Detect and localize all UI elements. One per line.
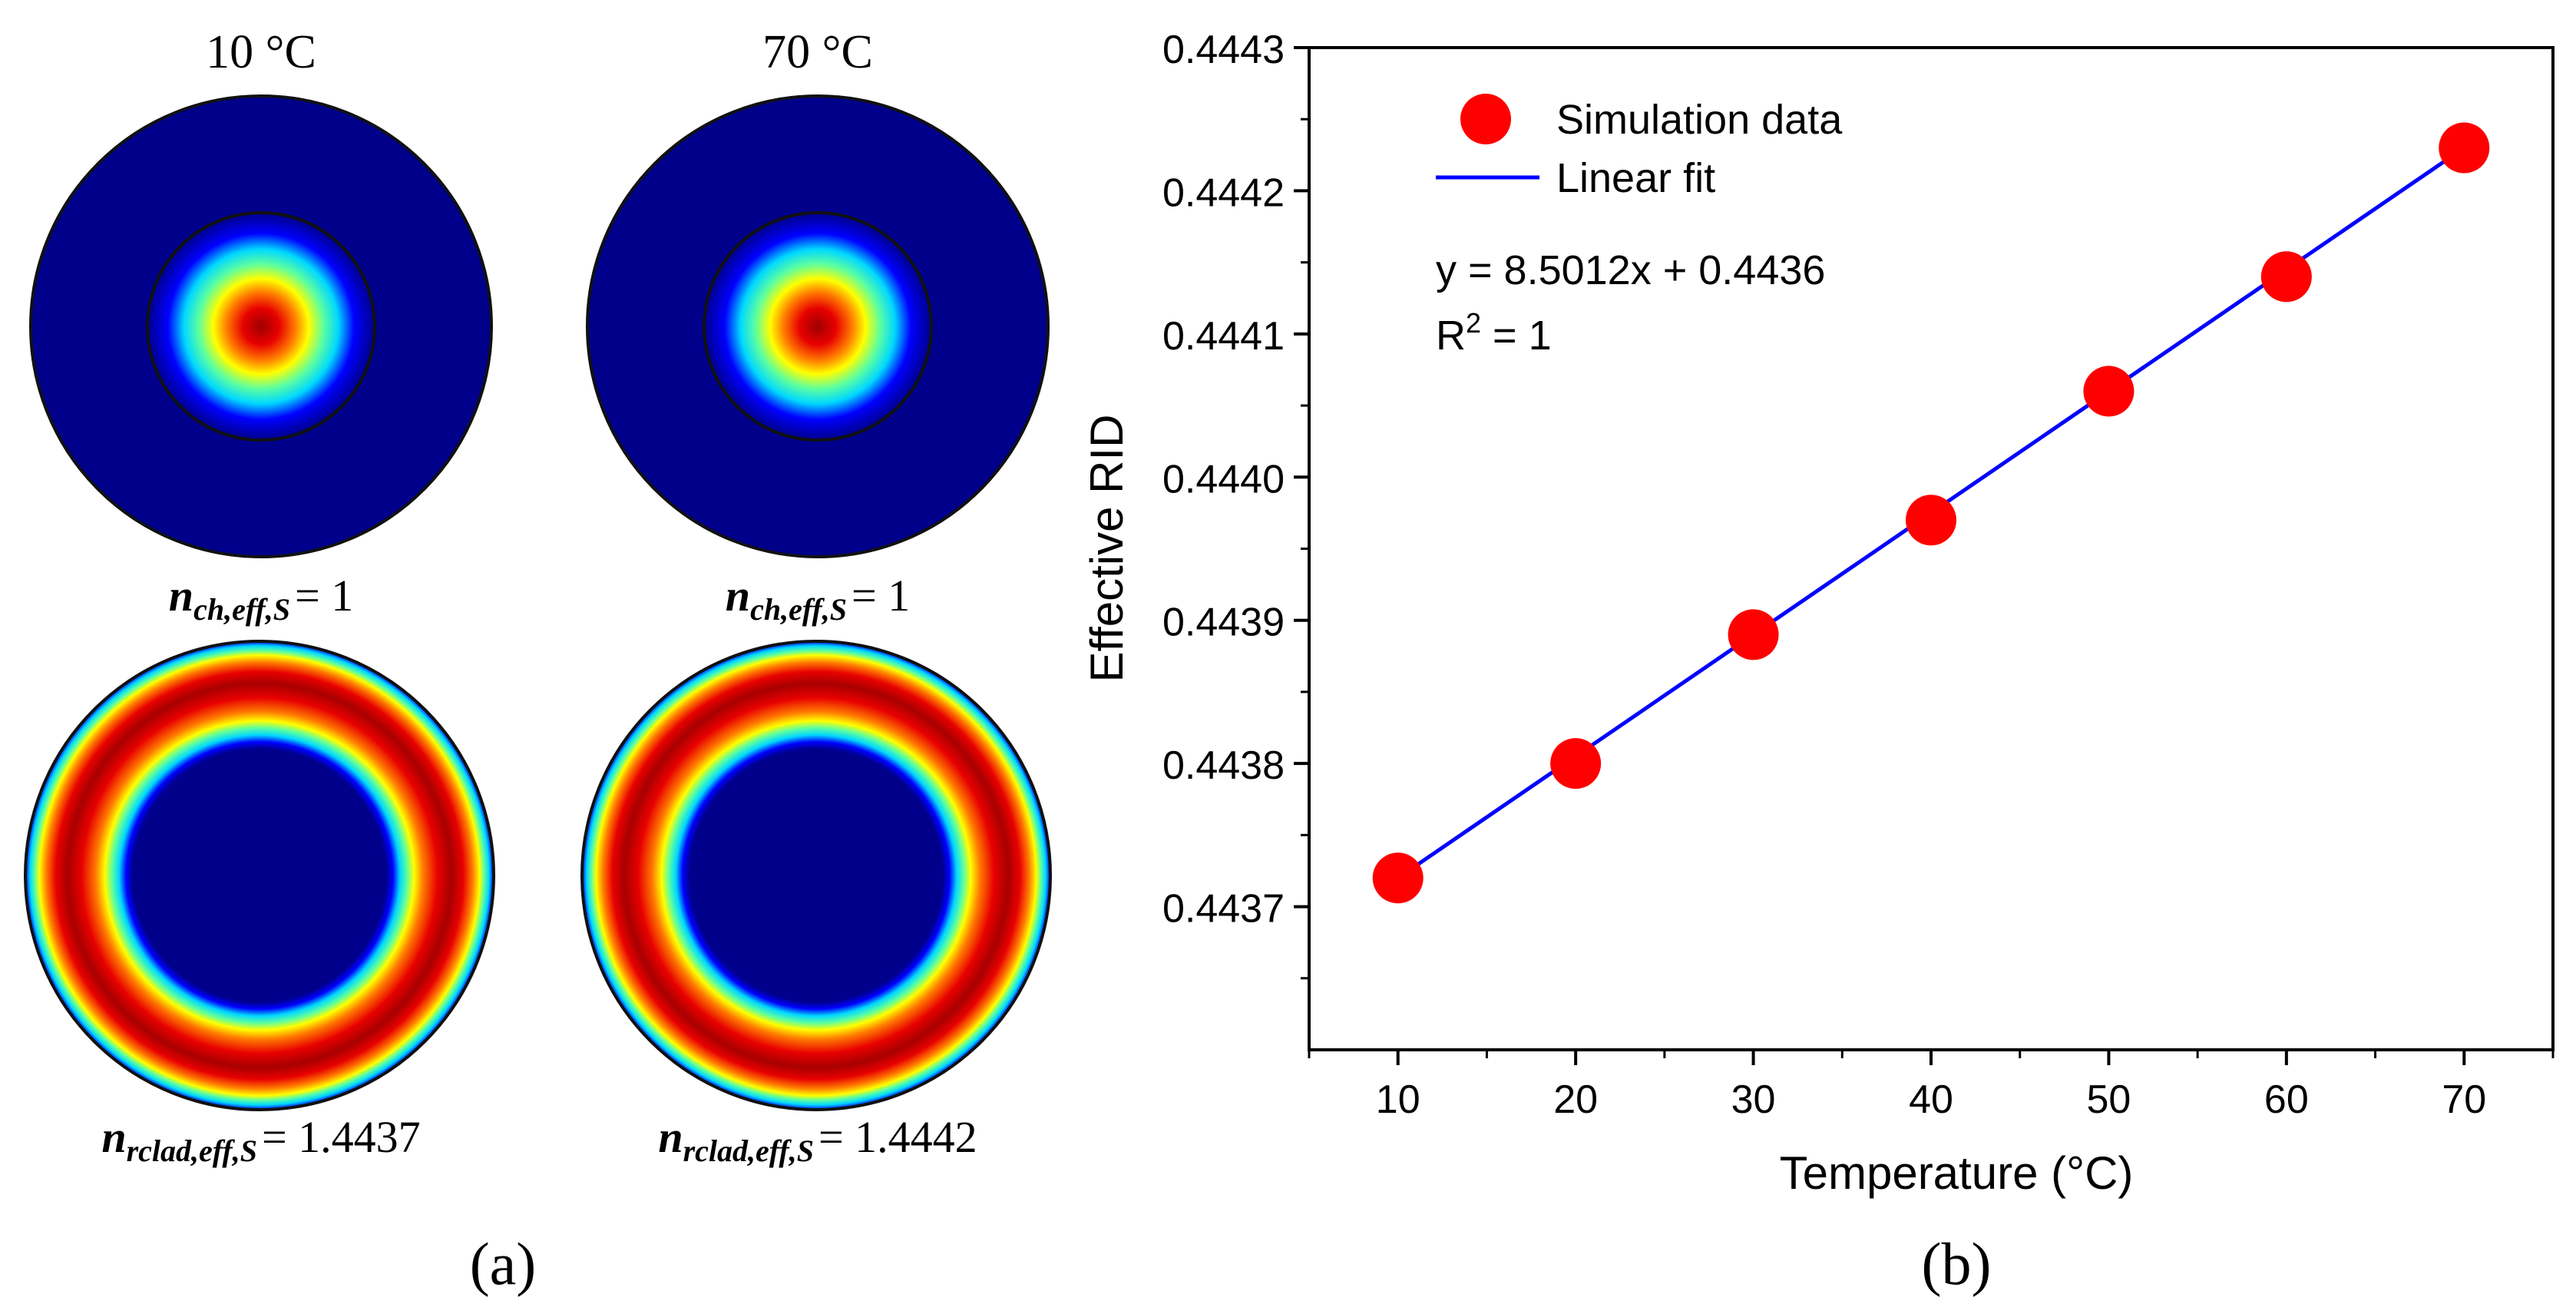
fit-r-squared: R2 = 1 bbox=[1436, 307, 1552, 359]
data-point-20c bbox=[1550, 738, 1602, 789]
x-tick-label-2: 30 bbox=[1731, 1077, 1776, 1122]
core-mode-10c-boundary bbox=[146, 211, 376, 442]
y-tick-label-6: 0.4443 bbox=[1162, 28, 1285, 72]
x-tick-label-1: 20 bbox=[1553, 1077, 1598, 1122]
y-tick-label-1: 0.4438 bbox=[1162, 743, 1285, 788]
y-tick-label-2: 0.4439 bbox=[1162, 601, 1285, 645]
data-point-60c bbox=[2260, 251, 2312, 303]
y-tick-label-0: 0.4437 bbox=[1162, 887, 1285, 932]
y-axis-label: Effective RID bbox=[1081, 414, 1133, 682]
data-point-40c bbox=[1906, 495, 1956, 546]
y-axis: 0.4437 0.4438 0.4439 0.4440 0.4441 0.4442 0.44… bbox=[1162, 28, 1309, 980]
data-point-70c bbox=[2439, 122, 2490, 174]
data-point-50c bbox=[2083, 366, 2135, 417]
ring-mode-70c bbox=[580, 640, 1052, 1111]
legend-label-linear-fit: Linear fit bbox=[1556, 155, 1715, 201]
x-tick-label-3: 40 bbox=[1909, 1077, 1953, 1122]
ring-mode-10c-field bbox=[25, 641, 494, 1110]
panel-a-caption: (a) bbox=[470, 1230, 537, 1297]
core-mode-70c bbox=[586, 94, 1050, 558]
y-tick-label-3: 0.4440 bbox=[1162, 457, 1285, 501]
series-layer bbox=[1372, 122, 2490, 904]
col-title-70c: 70 °C bbox=[762, 26, 873, 78]
core-mode-70c-label: nch,eff,S = 1 bbox=[726, 571, 910, 627]
x-tick-label-6: 70 bbox=[2442, 1077, 2486, 1122]
ring-mode-10c bbox=[24, 640, 495, 1111]
ring-mode-10c-boundary bbox=[24, 640, 495, 1111]
core-mode-70c-field bbox=[704, 213, 931, 440]
x-tick-label-0: 10 bbox=[1376, 1077, 1420, 1122]
x-tick-label-4: 50 bbox=[2087, 1077, 2131, 1122]
ring-mode-10c-label: nrclad,eff,S = 1.4437 bbox=[101, 1112, 420, 1168]
data-point-30c bbox=[1728, 609, 1779, 660]
core-mode-70c-boundary bbox=[703, 211, 933, 442]
x-tick-label-5: 60 bbox=[2264, 1077, 2309, 1122]
panel-a: 10 °C 70 °C nch,eff,S = 1 nch,eff,S = 1 nr… bbox=[24, 26, 1052, 1297]
legend: Simulation data Linear fit bbox=[1436, 94, 1843, 201]
legend-marker-simulation-data bbox=[1460, 94, 1511, 144]
legend-label-simulation-data: Simulation data bbox=[1556, 97, 1843, 143]
y-tick-label-4: 0.4441 bbox=[1162, 314, 1285, 359]
col-title-10c: 10 °C bbox=[206, 26, 316, 78]
chart-panel-b: 0.4437 0.4438 0.4439 0.4440 0.4441 0.4442 0.44… bbox=[1081, 28, 2555, 1297]
data-point-10c bbox=[1372, 852, 1424, 904]
core-mode-10c-field bbox=[147, 213, 375, 440]
ring-mode-70c-label: nrclad,eff,S = 1.4442 bbox=[658, 1112, 977, 1168]
fit-equation: y = 8.5012x + 0.4436 bbox=[1436, 247, 1825, 293]
core-mode-10c-label: nch,eff,S = 1 bbox=[169, 571, 353, 627]
core-mode-10c bbox=[29, 94, 493, 558]
ring-mode-70c-field bbox=[582, 641, 1050, 1110]
panel-b-caption: (b) bbox=[1922, 1230, 1992, 1297]
plot-frame bbox=[1308, 46, 2555, 1051]
x-axis: 10 20 30 40 50 60 70 bbox=[1308, 1050, 2555, 1122]
x-axis-label: Temperature (°C) bbox=[1780, 1147, 2134, 1199]
ring-mode-70c-boundary bbox=[580, 640, 1052, 1111]
y-tick-label-5: 0.4442 bbox=[1162, 170, 1285, 215]
